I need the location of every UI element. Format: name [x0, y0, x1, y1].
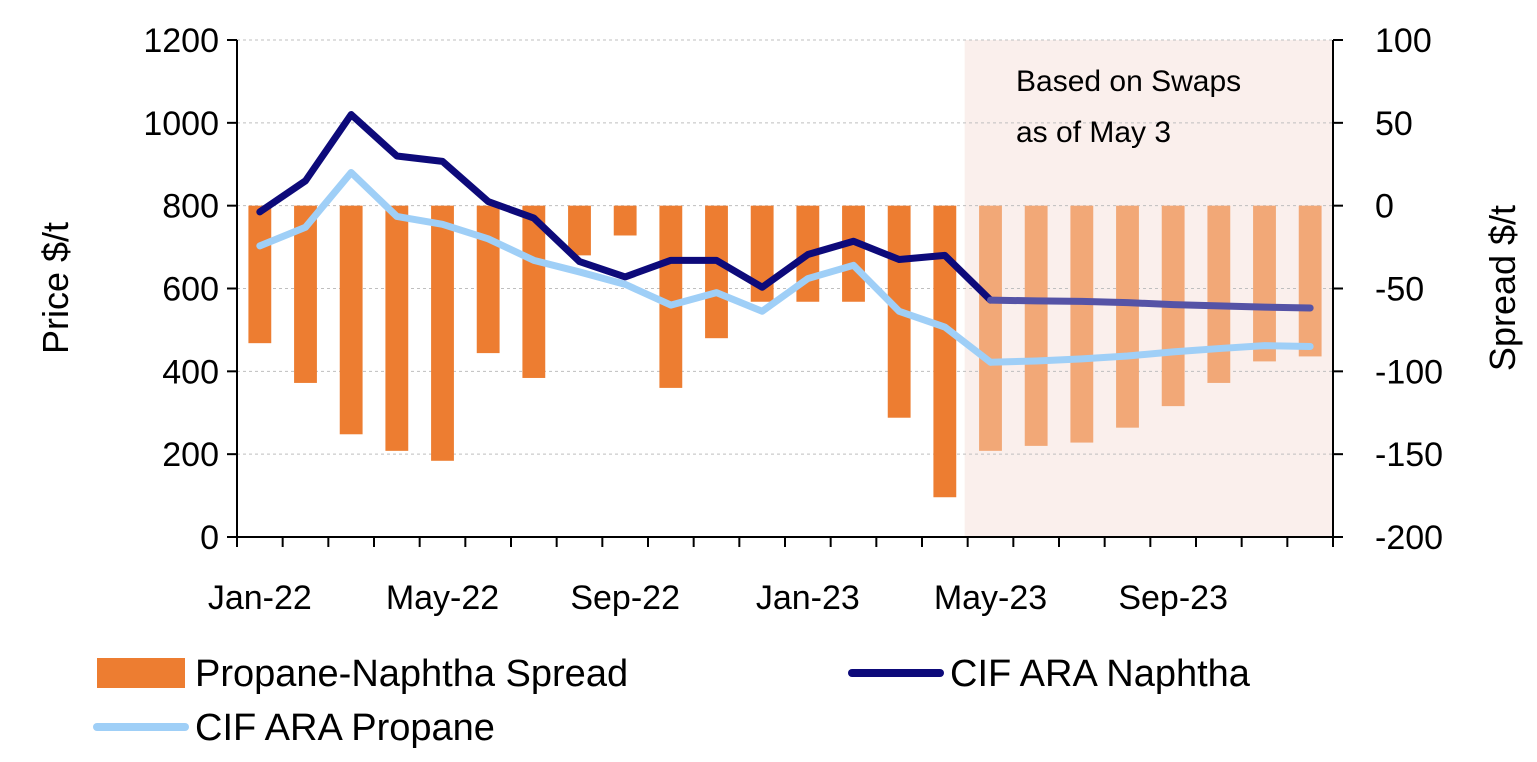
x-tick-label: Sep-22	[570, 579, 680, 617]
spread-bar	[1116, 205, 1139, 428]
right-tick-label: 0	[1375, 188, 1394, 226]
spread-bar	[1024, 205, 1048, 446]
spread-bar	[933, 205, 957, 498]
left-axis-ticks: 0 200 400 600 800 1000 1200	[143, 22, 237, 557]
x-tick-label: May-23	[934, 579, 1047, 617]
right-tick-label: -200	[1375, 519, 1443, 557]
naphtha-line	[256, 111, 994, 304]
spread-bar	[522, 205, 546, 378]
right-tick-label: 100	[1375, 22, 1432, 60]
spread-bar	[613, 205, 637, 236]
left-tick-label: 1200	[143, 22, 219, 60]
right-tick-label: -150	[1375, 436, 1443, 474]
spread-bar	[1207, 205, 1231, 383]
spread-bar	[979, 205, 1002, 451]
spread-bar	[568, 205, 591, 256]
forecast-annotation-line-2: as of May 3	[1016, 116, 1171, 149]
x-tick-label: May-22	[386, 579, 499, 617]
left-tick-label: 400	[162, 353, 219, 391]
propane-forecast-line	[987, 342, 1314, 366]
left-tick-label: 200	[162, 436, 219, 474]
spread-bar	[431, 205, 454, 461]
gridlines	[237, 39, 1333, 455]
x-tick-label: Sep-23	[1118, 579, 1228, 617]
right-axis-ticks: -200 -150 -100 -50 0 50 100	[1333, 22, 1443, 557]
spread-bar	[1253, 205, 1276, 362]
left-tick-label: 800	[162, 188, 219, 226]
x-axis-ticks: Jan-22 May-22 Sep-22 Jan-23 May-23 Sep-23	[208, 537, 1334, 617]
right-tick-label: -100	[1375, 353, 1443, 391]
legend-label-propane: CIF ARA Propane	[195, 707, 495, 749]
spread-bar	[294, 205, 317, 383]
right-tick-label: -50	[1375, 271, 1424, 309]
left-tick-label: 1000	[143, 105, 219, 143]
propane-line	[256, 169, 994, 366]
forecast-annotation-line-1: Based on Swaps	[1016, 65, 1241, 98]
right-tick-label: 50	[1375, 105, 1413, 143]
left-tick-label: 600	[162, 271, 219, 309]
spread-bar	[1070, 205, 1094, 443]
spread-bar	[248, 205, 272, 344]
right-axis-title: Spread $/t	[1482, 205, 1523, 371]
spread-bar	[705, 205, 728, 339]
legend-swatch-spread	[97, 658, 185, 688]
legend-label-naphtha: CIF ARA Naphtha	[950, 653, 1251, 695]
spread-bar	[385, 205, 409, 451]
spread-bar	[339, 205, 363, 435]
legend-label-spread: Propane-Naphtha Spread	[195, 653, 628, 695]
spread-bars	[248, 205, 1322, 498]
naphtha-forecast-line	[987, 296, 1314, 312]
legend: Propane-Naphtha Spread CIF ARA Naphtha C…	[93, 653, 1251, 749]
left-tick-label: 0	[200, 519, 219, 557]
x-tick-label: Jan-23	[756, 579, 860, 617]
spread-bar	[659, 205, 683, 388]
spread-bar	[842, 205, 865, 302]
price-lines	[256, 111, 1314, 366]
x-tick-label: Jan-22	[208, 579, 312, 617]
spread-bar	[750, 205, 774, 302]
spread-bar	[1298, 205, 1322, 357]
spread-bar	[476, 205, 500, 354]
left-axis-title: Price $/t	[35, 222, 76, 354]
